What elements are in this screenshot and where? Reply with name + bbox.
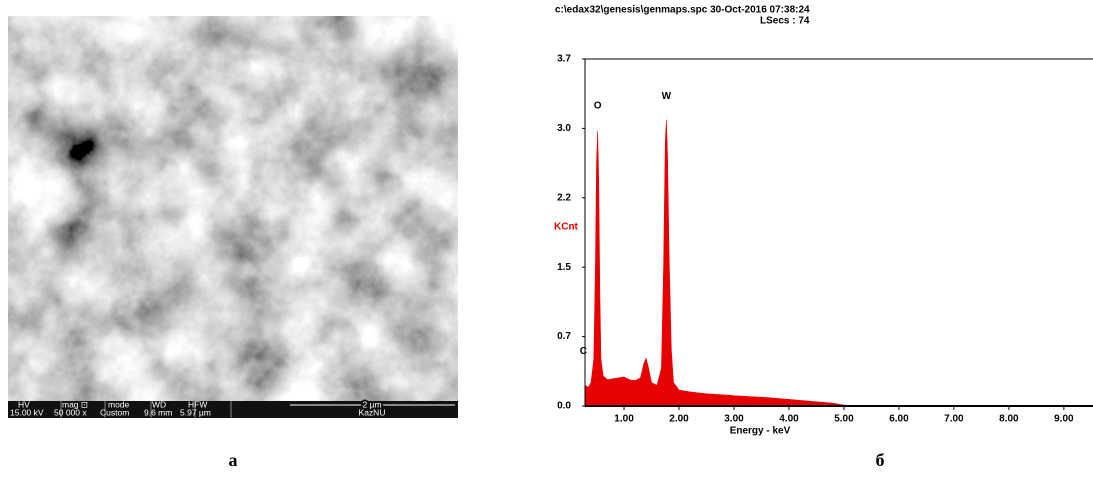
caption: б xyxy=(876,450,885,470)
x-tick-label: 4.00 xyxy=(779,414,799,425)
caption: а xyxy=(229,450,238,470)
y-tick-label: 0.7 xyxy=(557,331,571,342)
x-tick-label: 7.00 xyxy=(944,414,964,425)
info-value: 15.00 kV xyxy=(10,407,44,417)
x-axis-label: Energy - keV xyxy=(730,426,791,437)
spectrum-area xyxy=(585,120,855,406)
y-axis-label: KCnt xyxy=(554,222,579,233)
chart-title: c:\edax32\genesis\genmaps.spc 30-Oct-201… xyxy=(555,5,810,16)
info-value: 5.97 µm xyxy=(180,407,211,417)
x-tick-label: 9.00 xyxy=(1054,414,1074,425)
sem-texture xyxy=(8,16,458,401)
peak-label: O xyxy=(594,101,602,112)
y-tick-label: 3.0 xyxy=(557,123,571,134)
peak-label: C xyxy=(580,346,587,357)
x-tick-label: 3.00 xyxy=(724,414,744,425)
x-tick-label: 5.00 xyxy=(834,414,854,425)
y-tick-label: 1.5 xyxy=(557,262,571,273)
y-tick-label: 0.0 xyxy=(557,401,571,412)
y-tick-label: 3.7 xyxy=(557,54,571,65)
sem-image xyxy=(8,16,458,418)
figure: c:\edax32\genesis\genmaps.spc 30-Oct-201… xyxy=(0,0,1093,474)
x-tick-label: 1.00 xyxy=(614,414,634,425)
info-value: 9.6 mm xyxy=(144,407,172,417)
chart: c:\edax32\genesis\genmaps.spc 30-Oct-201… xyxy=(554,5,1093,437)
peak-label: W xyxy=(662,91,672,102)
x-tick-label: 8.00 xyxy=(999,414,1019,425)
y-tick-label: 2.2 xyxy=(557,192,571,203)
institution: KazNU xyxy=(359,407,386,417)
chart-subtitle: LSecs : 74 xyxy=(760,16,810,27)
info-value: Custom xyxy=(100,407,129,417)
x-tick-label: 2.00 xyxy=(669,414,689,425)
x-tick-label: 6.00 xyxy=(889,414,909,425)
info-value: 50 000 x xyxy=(54,407,87,417)
